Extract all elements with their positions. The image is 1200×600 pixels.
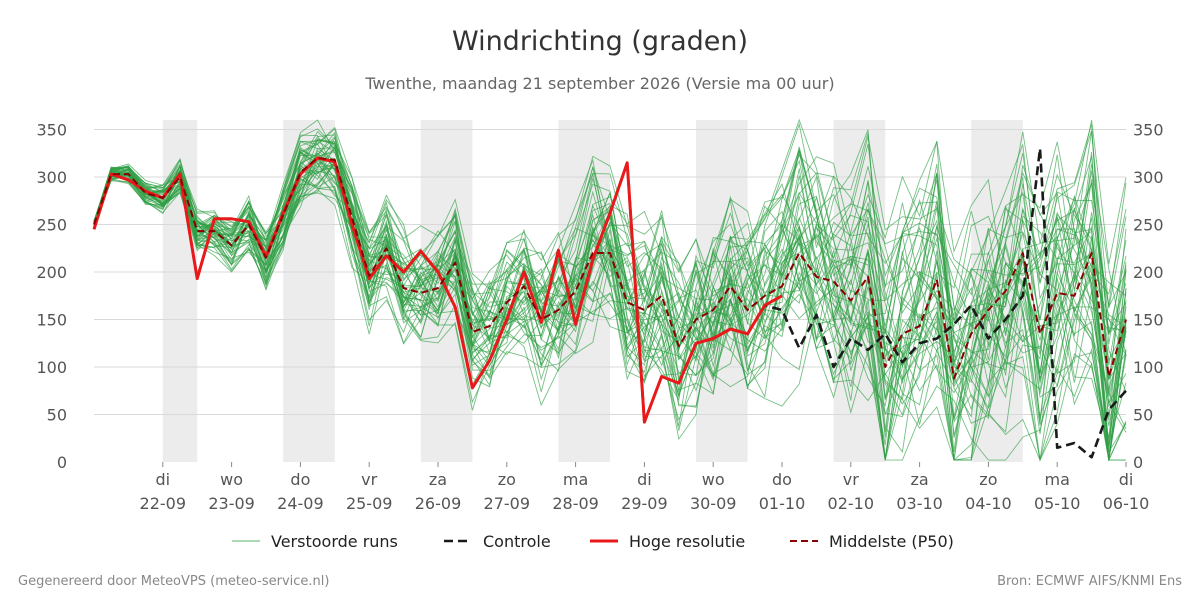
x-tick-date: 30-09 (690, 494, 737, 513)
x-tick-date: 29-09 (621, 494, 668, 513)
ensemble-run-line (93, 147, 1127, 436)
ensemble-run-line (93, 140, 1127, 461)
y-tick-label-left: 50 (47, 406, 67, 425)
chart-title: Windrichting (graden) (452, 26, 748, 57)
y-tick-label-right: 100 (1133, 358, 1164, 377)
x-tick-date: 27-09 (484, 494, 531, 513)
x-tick-date: 28-09 (552, 494, 599, 513)
y-tick-label-right: 150 (1133, 311, 1164, 330)
x-tick-date: 06-10 (1103, 494, 1150, 513)
x-tick-date: 23-09 (208, 494, 255, 513)
x-tick-date: 26-09 (415, 494, 462, 513)
footer-source: Bron: ECMWF AIFS/KNMI Ens (997, 574, 1182, 589)
y-tick-label-right: 50 (1133, 406, 1153, 425)
x-tick-day: do (290, 470, 310, 489)
x-tick-date: 01-10 (759, 494, 806, 513)
x-tick-date: 05-10 (1034, 494, 1081, 513)
x-tick-day: za (910, 470, 928, 489)
y-tick-label-left: 100 (36, 358, 67, 377)
y-tick-label-right: 250 (1133, 216, 1164, 235)
x-tick-day: vr (843, 470, 859, 489)
y-tick-label-left: 350 (36, 121, 67, 140)
x-tick-day: di (155, 470, 170, 489)
x-tick-day: ma (563, 470, 588, 489)
x-tick-day: vr (361, 470, 377, 489)
x-tick-day: di (637, 470, 652, 489)
x-tick-day: zo (979, 470, 997, 489)
ensemble-run-line (93, 131, 1127, 388)
x-tick-date: 25-09 (346, 494, 393, 513)
y-tick-label-left: 300 (36, 168, 67, 187)
x-tick-day: do (772, 470, 792, 489)
y-axis-ticks: 0 0 50 50 100 100 150 150 200 200 250 250 300 300 350 3… (36, 121, 1163, 473)
median-line (93, 157, 1127, 380)
high-res-line (92, 156, 783, 424)
ensemble-run-line (93, 130, 1127, 452)
y-tick-label-right: 200 (1133, 263, 1164, 282)
legend-label-ensemble: Verstoorde runs (271, 532, 398, 551)
x-tick-day: wo (220, 470, 243, 489)
y-tick-label-left: 150 (36, 311, 67, 330)
legend-label-median: Middelste (P50) (829, 532, 954, 551)
ensemble-run-line (93, 118, 1127, 425)
legend-label-control: Controle (483, 532, 551, 551)
y-tick-label-left: 250 (36, 216, 67, 235)
y-tick-label-right: 0 (1133, 453, 1143, 472)
x-tick-day: za (429, 470, 447, 489)
legend: Verstoorde runs Controle Hoge resolutie Mid… (232, 532, 954, 551)
ensemble-run-line (93, 131, 1127, 367)
ensemble-run-line (93, 146, 1127, 392)
x-tick-date: 03-10 (896, 494, 943, 513)
chart-subtitle: Twenthe, maandag 21 september 2026 (Vers… (364, 74, 834, 93)
x-axis-ticks: di 22-09 wo 23-09 do 24-09 vr 25-09 za 26-09 zo 27-… (140, 462, 1150, 513)
ensemble-run-line (93, 134, 1127, 461)
x-tick-day: zo (498, 470, 516, 489)
x-tick-date: 24-09 (277, 494, 324, 513)
ensemble-lines (93, 118, 1127, 462)
footer-generated-by: Gegenereerd door MeteoVPS (meteo-service… (18, 574, 329, 589)
x-tick-date: 22-09 (140, 494, 187, 513)
y-tick-label-left: 0 (57, 453, 67, 472)
main-series (92, 147, 1127, 459)
legend-label-high-res: Hoge resolutie (629, 532, 745, 551)
x-tick-day: ma (1045, 470, 1070, 489)
ensemble-run-line (93, 163, 1127, 446)
x-tick-date: 02-10 (828, 494, 875, 513)
y-tick-label-right: 350 (1133, 121, 1164, 140)
x-tick-day: di (1119, 470, 1134, 489)
x-tick-date: 04-10 (965, 494, 1012, 513)
y-tick-label-right: 300 (1133, 168, 1164, 187)
x-tick-day: wo (702, 470, 725, 489)
y-tick-label-left: 200 (36, 263, 67, 282)
ensemble-run-line (93, 128, 1127, 459)
